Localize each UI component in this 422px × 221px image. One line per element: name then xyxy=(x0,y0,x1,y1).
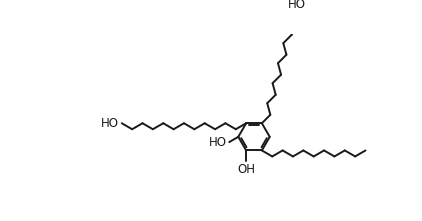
Text: HO: HO xyxy=(101,117,119,130)
Text: HO: HO xyxy=(209,136,227,149)
Text: OH: OH xyxy=(237,163,255,176)
Text: HO: HO xyxy=(288,0,306,11)
